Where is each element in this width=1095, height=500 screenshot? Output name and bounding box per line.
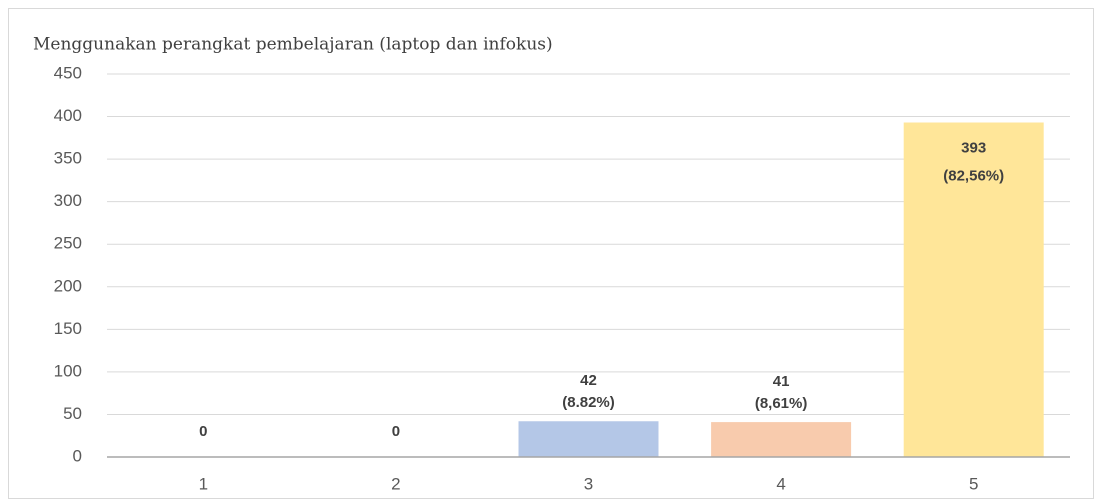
- value-label: 42: [580, 372, 597, 389]
- y-tick-label: 200: [54, 276, 82, 295]
- value-label: (8.82%): [562, 394, 615, 411]
- value-label: 0: [199, 423, 207, 440]
- bar: [518, 421, 659, 457]
- y-tick-label: 400: [54, 106, 82, 125]
- y-tick-label: 0: [73, 446, 82, 465]
- y-tick-label: 150: [54, 319, 82, 338]
- bar: [711, 422, 852, 457]
- x-tick-label: 2: [391, 474, 400, 493]
- chart-title: Menggunakan perangkat pembelajaran (lapt…: [33, 35, 553, 55]
- y-tick-label: 450: [54, 63, 82, 82]
- value-label: 393: [961, 139, 986, 156]
- y-tick-label: 50: [63, 404, 82, 423]
- x-tick-label: 4: [776, 474, 785, 493]
- bar: [903, 122, 1044, 457]
- x-tick-label: 1: [199, 474, 208, 493]
- x-tick-label: 5: [969, 474, 978, 493]
- x-tick-label: 3: [584, 474, 593, 493]
- y-tick-label: 100: [54, 361, 82, 380]
- value-label: (82,56%): [943, 167, 1004, 184]
- value-label: (8,61%): [755, 395, 808, 412]
- value-label: 41: [773, 373, 790, 390]
- value-label: 0: [392, 423, 400, 440]
- y-tick-label: 300: [54, 191, 82, 210]
- y-tick-label: 350: [54, 149, 82, 168]
- y-tick-label: 250: [54, 234, 82, 253]
